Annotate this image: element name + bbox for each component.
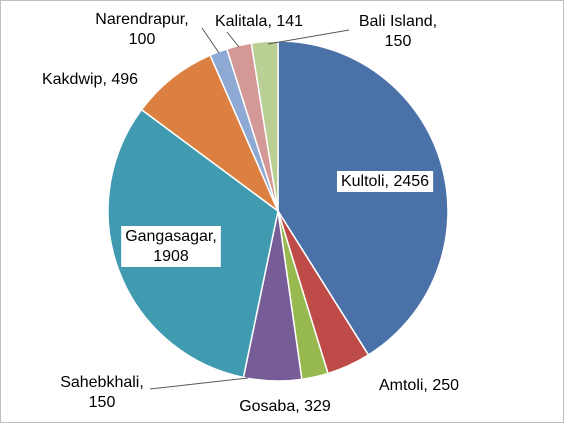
data-label-text: Amtoli, 250 (379, 377, 459, 394)
leader-line-narendrapur (201, 27, 220, 54)
data-label-text: 1908 (153, 248, 189, 265)
data-label-gosaba: Gosaba, 329 (239, 398, 331, 415)
data-label-text: Kultoli, 2456 (341, 173, 429, 190)
data-label-box (336, 171, 434, 192)
data-label-text: Sahebkhali, (60, 374, 144, 391)
data-label-bali-island: Bali Island, 150 (359, 13, 437, 50)
data-label-sahebkhali: Sahebkhali, 150 (60, 374, 144, 411)
data-label-kultoli: Kultoli, 2456 (336, 171, 434, 192)
leader-line-bali-island (267, 29, 350, 45)
data-label-text: 150 (385, 33, 412, 50)
data-label-text: Kalitala, 141 (215, 13, 303, 30)
data-label-gangasagar: Gangasagar, 1908 (121, 226, 221, 267)
data-label-amtoli: Amtoli, 250 (379, 377, 459, 394)
data-label-box (121, 226, 221, 267)
data-label-text: Narendrapur, (95, 11, 188, 28)
data-label-text: 100 (129, 31, 156, 48)
data-label-text: Gangasagar, (125, 228, 217, 245)
data-label-text: 150 (89, 394, 116, 411)
data-label-text: Bali Island, (359, 13, 437, 30)
data-label-narendrapur: Narendrapur, 100 (95, 11, 188, 48)
leader-line-sahebkhali (149, 377, 249, 390)
data-label-text: Gosaba, 329 (239, 398, 331, 415)
leader-line-kalitala (226, 31, 240, 48)
pie-slice-kakdwip (140, 54, 280, 214)
data-label-kakdwip: Kakdwip, 496 (42, 71, 138, 88)
data-label-text: Kakdwip, 496 (42, 71, 138, 88)
pie-slice-kultoli (277, 40, 449, 356)
data-label-kalitala: Kalitala, 141 (215, 13, 303, 30)
pie-slice-bali-island (250, 40, 279, 212)
